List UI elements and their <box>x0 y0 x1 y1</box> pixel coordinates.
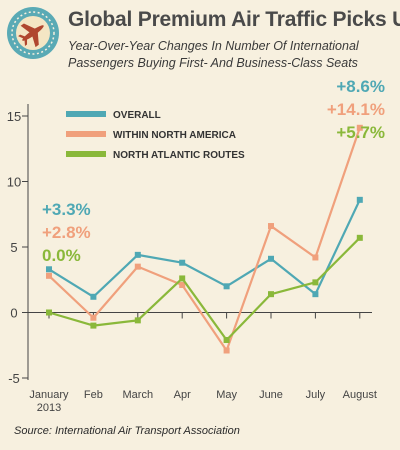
start-annotation: +3.3% <box>42 200 91 219</box>
data-point <box>312 254 319 261</box>
y-tick-label: 0 <box>10 306 17 321</box>
x-tick-label: May <box>216 389 237 401</box>
end-annotation: +14.1% <box>327 100 385 119</box>
x-tick-label: August <box>343 389 377 401</box>
data-point <box>46 272 52 279</box>
data-point <box>268 223 274 230</box>
legend-label: OVERALL <box>113 110 161 121</box>
data-point <box>268 255 274 262</box>
data-point <box>134 263 141 270</box>
x-tick-label: Feb <box>84 389 103 401</box>
x-tick-label: July <box>306 389 326 401</box>
legend-label: NORTH ATLANTIC ROUTES <box>113 150 245 161</box>
series-line-1 <box>48 127 361 352</box>
data-point <box>179 259 186 266</box>
data-point <box>134 317 141 324</box>
start-annotation: 0.0% <box>42 246 81 265</box>
badge <box>7 7 59 59</box>
chart-title: Global Premium Air Traffic Picks Up <box>68 8 400 31</box>
data-point <box>179 275 186 282</box>
data-point <box>90 293 97 300</box>
start-annotation: +2.8% <box>42 223 91 242</box>
y-tick-label: 5 <box>10 240 17 255</box>
data-point <box>312 291 319 298</box>
legend-swatch <box>66 151 106 157</box>
x-tick-label: 2013 <box>37 402 61 414</box>
x-tick-label: March <box>123 389 154 401</box>
data-point <box>90 314 97 321</box>
data-point <box>223 347 230 354</box>
y-tick-label: 15 <box>7 109 21 124</box>
data-point <box>356 196 363 203</box>
end-annotation: +8.6% <box>336 77 385 96</box>
badge-dashed-ring <box>11 11 55 55</box>
series-line-2 <box>48 237 361 342</box>
data-point <box>268 291 274 298</box>
data-point <box>356 234 363 241</box>
data-point <box>356 124 363 131</box>
airplane-icon <box>18 23 44 48</box>
data-point <box>46 266 52 273</box>
data-point <box>223 283 230 290</box>
x-tick-label: Apr <box>174 389 191 401</box>
y-tick-label: 10 <box>7 175 21 190</box>
subtitle-line-2: Passengers Buying First- And Business-Cl… <box>68 56 358 70</box>
y-tick-label: -5 <box>8 371 20 386</box>
series-line-0 <box>48 199 361 298</box>
x-tick-label: June <box>259 389 283 401</box>
data-point <box>312 279 319 286</box>
data-point <box>223 337 230 344</box>
data-point <box>134 251 141 258</box>
legend-swatch <box>66 131 106 137</box>
x-tick-label: January <box>29 389 69 401</box>
legend-label: WITHIN NORTH AMERICA <box>113 130 236 141</box>
data-point <box>179 281 186 288</box>
chart-subtitle: Year-Over-Year Changes In Number Of Inte… <box>68 38 359 72</box>
source-note: Source: International Air Transport Asso… <box>14 425 240 437</box>
data-point <box>46 309 52 316</box>
legend-swatch <box>66 111 106 117</box>
data-point <box>90 322 97 329</box>
end-annotation: +5.7% <box>336 123 385 142</box>
subtitle-line-1: Year-Over-Year Changes In Number Of Inte… <box>68 39 359 53</box>
